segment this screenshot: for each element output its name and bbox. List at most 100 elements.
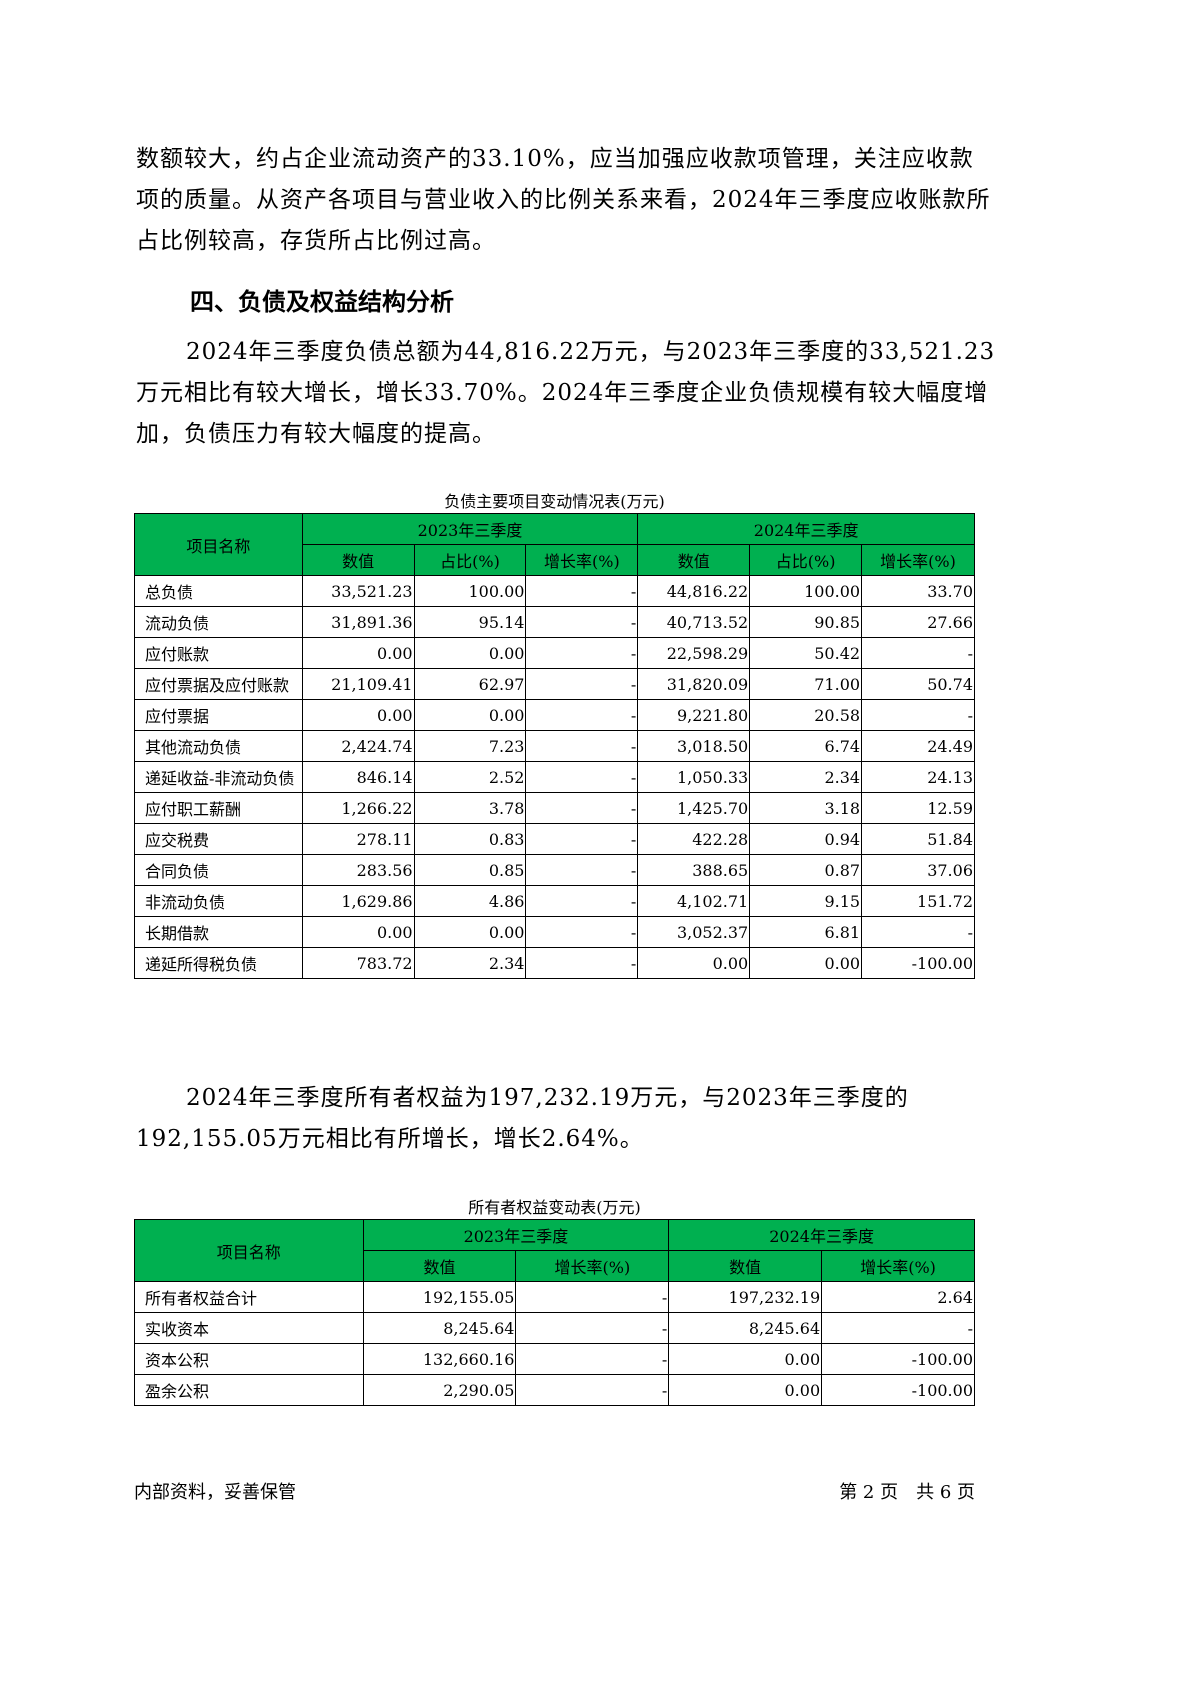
table-row: 其他流动负债 2,424.74 7.23-3,018.50 6.74 24.49 xyxy=(134,730,975,762)
cell-value: 0.94 xyxy=(749,823,863,855)
cell-value: - xyxy=(821,1312,975,1344)
row-label: 其他流动负债 xyxy=(134,730,303,762)
equity-paragraph: 2024年三季度所有者权益为197,232.19万元，与2023年三季度的192… xyxy=(136,1085,909,1152)
cell-value: - xyxy=(861,637,975,669)
cell-value: - xyxy=(525,730,639,762)
period-header: 2024年三季度 xyxy=(637,513,975,545)
cell-value: 1,266.22 xyxy=(301,792,415,824)
table-row: 流动负债 31,891.36 95.14-40,713.52 90.85 27.66 xyxy=(134,606,975,638)
cell-value: 0.00 xyxy=(413,916,527,948)
sub-header: 增长率(%) xyxy=(861,544,975,576)
row-label: 流动负债 xyxy=(134,606,303,638)
cell-value: 8,245.64 xyxy=(362,1312,517,1344)
sub-header: 增长率(%) xyxy=(515,1250,670,1282)
cell-value: 20.58 xyxy=(749,699,863,731)
cell-value: 0.00 xyxy=(413,637,527,669)
cell-value: 9,221.80 xyxy=(637,699,751,731)
cell-value: 192,155.05 xyxy=(362,1281,517,1313)
cell-value: - xyxy=(525,606,639,638)
table-row: 递延收益-非流动负债 846.14 2.52-1,050.33 2.34 24.13 xyxy=(134,761,975,793)
cell-value: 2.52 xyxy=(413,761,527,793)
cell-value: 783.72 xyxy=(301,947,415,979)
table1-caption: 负债主要项目变动情况表(万元) xyxy=(444,492,665,511)
cell-value: 3,018.50 xyxy=(637,730,751,762)
sub-header: 增长率(%) xyxy=(821,1250,975,1282)
period-header: 2023年三季度 xyxy=(362,1219,670,1251)
cell-value: 2.64 xyxy=(821,1281,975,1313)
sub-header: 增长率(%) xyxy=(525,544,639,576)
cell-value: 2,424.74 xyxy=(301,730,415,762)
cell-value: 422.28 xyxy=(637,823,751,855)
row-label: 应付票据及应付账款 xyxy=(134,668,303,700)
table2-caption: 所有者权益变动表(万元) xyxy=(468,1198,641,1217)
cell-value: - xyxy=(525,792,639,824)
cell-value: 6.74 xyxy=(749,730,863,762)
cell-value: 62.97 xyxy=(413,668,527,700)
page-number: 第 2 页 共 6 页 xyxy=(839,1482,975,1503)
sub-header: 数值 xyxy=(301,544,415,576)
equity-table: 项目名称 2023年三季度 2024年三季度 数值 增长率(%) 数值 增长率(%) 所有… xyxy=(134,1219,975,1406)
sub-header: 占比(%) xyxy=(749,544,863,576)
cell-value: 0.00 xyxy=(301,637,415,669)
cell-value: 12.59 xyxy=(861,792,975,824)
cell-value: 24.49 xyxy=(861,730,975,762)
col-name-header: 项目名称 xyxy=(134,1219,364,1282)
cell-value: 2.34 xyxy=(749,761,863,793)
row-label: 实收资本 xyxy=(134,1312,364,1344)
table-row: 总负债 33,521.23 100.00-44,816.22 100.00 33.70 xyxy=(134,575,975,607)
cell-value: 283.56 xyxy=(301,854,415,886)
row-label: 递延所得税负债 xyxy=(134,947,303,979)
cell-value: - xyxy=(525,916,639,948)
cell-value: 197,232.19 xyxy=(668,1281,823,1313)
cell-value: 2.34 xyxy=(413,947,527,979)
sub-header: 数值 xyxy=(637,544,751,576)
table-row: 所有者权益合计 192,155.05-197,232.19 2.64 xyxy=(134,1281,975,1313)
cell-value: - xyxy=(515,1343,670,1375)
cell-value: 9.15 xyxy=(749,885,863,917)
cell-value: 1,629.86 xyxy=(301,885,415,917)
cell-value: 151.72 xyxy=(861,885,975,917)
table-row: 应付票据 0.00 0.00-9,221.80 20.58- xyxy=(134,699,975,731)
cell-value: - xyxy=(525,668,639,700)
cell-value: 100.00 xyxy=(413,575,527,607)
cell-value: 3,052.37 xyxy=(637,916,751,948)
table-row: 非流动负债 1,629.86 4.86-4,102.71 9.15 151.72 xyxy=(134,885,975,917)
cell-value: 37.06 xyxy=(861,854,975,886)
col-name-header: 项目名称 xyxy=(134,513,303,576)
cell-value: 50.42 xyxy=(749,637,863,669)
cell-value: 846.14 xyxy=(301,761,415,793)
cell-value: 132,660.16 xyxy=(362,1343,517,1375)
sub-header: 数值 xyxy=(668,1250,823,1282)
cell-value: 0.00 xyxy=(668,1374,823,1406)
cell-value: 33,521.23 xyxy=(301,575,415,607)
cell-value: 31,891.36 xyxy=(301,606,415,638)
table-row: 长期借款 0.00 0.00-3,052.37 6.81- xyxy=(134,916,975,948)
table-row: 递延所得税负债 783.72 2.34-0.00 0.00 -100.00 xyxy=(134,947,975,979)
row-label: 资本公积 xyxy=(134,1343,364,1375)
cell-value: -100.00 xyxy=(861,947,975,979)
cell-value: 0.00 xyxy=(301,916,415,948)
row-label: 总负债 xyxy=(134,575,303,607)
table-row: 实收资本 8,245.64-8,245.64- xyxy=(134,1312,975,1344)
cell-value: 4,102.71 xyxy=(637,885,751,917)
table-row: 应付职工薪酬 1,266.22 3.78-1,425.70 3.18 12.59 xyxy=(134,792,975,824)
cell-value: 0.00 xyxy=(749,947,863,979)
cell-value: 0.00 xyxy=(668,1343,823,1375)
cell-value: 27.66 xyxy=(861,606,975,638)
cell-value: 100.00 xyxy=(749,575,863,607)
cell-value: - xyxy=(525,947,639,979)
table-row: 应付票据及应付账款 21,109.41 62.97-31,820.09 71.00 50… xyxy=(134,668,975,700)
table-row: 合同负债 283.56 0.85-388.65 0.87 37.06 xyxy=(134,854,975,886)
row-label: 递延收益-非流动负债 xyxy=(134,761,303,793)
cell-value: 3.18 xyxy=(749,792,863,824)
footer-note: 内部资料，妥善保管 xyxy=(134,1482,296,1503)
sub-header: 占比(%) xyxy=(413,544,527,576)
cell-value: 6.81 xyxy=(749,916,863,948)
cell-value: -100.00 xyxy=(821,1374,975,1406)
table-row: 应付账款 0.00 0.00-22,598.29 50.42- xyxy=(134,637,975,669)
cell-value: 3.78 xyxy=(413,792,527,824)
cell-value: - xyxy=(515,1374,670,1406)
cell-value: 40,713.52 xyxy=(637,606,751,638)
row-label: 长期借款 xyxy=(134,916,303,948)
cell-value: 51.84 xyxy=(861,823,975,855)
